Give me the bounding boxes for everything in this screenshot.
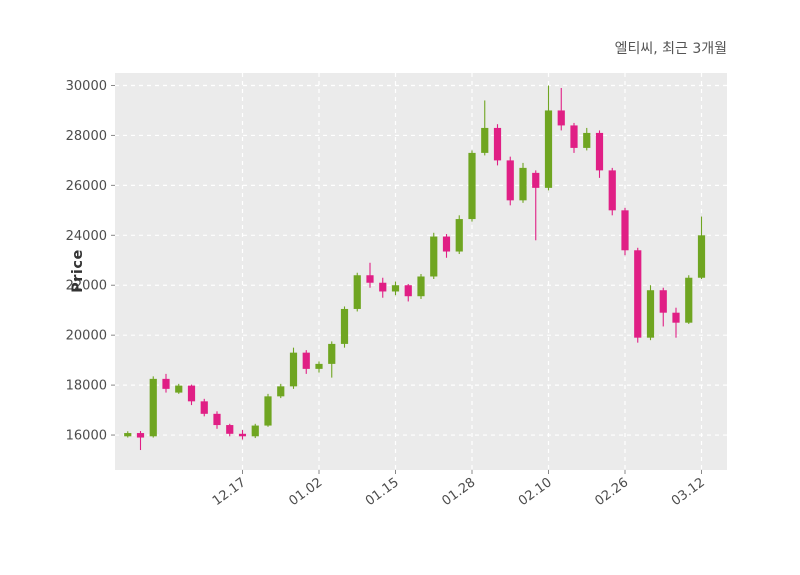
svg-text:28000: 28000	[66, 129, 107, 144]
svg-text:02.10: 02.10	[516, 475, 555, 509]
svg-text:01.15: 01.15	[363, 475, 402, 509]
svg-text:12.17: 12.17	[210, 475, 249, 509]
svg-text:16000: 16000	[66, 429, 107, 444]
svg-text:24000: 24000	[66, 229, 107, 244]
svg-text:01.02: 01.02	[286, 475, 325, 509]
svg-text:03.12: 03.12	[669, 475, 708, 509]
svg-text:22000: 22000	[66, 279, 107, 294]
chart-title: 엘티씨, 최근 3개월	[614, 41, 727, 57]
svg-text:20000: 20000	[66, 329, 107, 344]
svg-text:18000: 18000	[66, 379, 107, 394]
svg-text:30000: 30000	[66, 79, 107, 94]
svg-text:26000: 26000	[66, 179, 107, 194]
y-axis-title: Price	[70, 249, 86, 293]
svg-text:02.26: 02.26	[592, 475, 631, 509]
svg-text:01.28: 01.28	[439, 475, 478, 509]
